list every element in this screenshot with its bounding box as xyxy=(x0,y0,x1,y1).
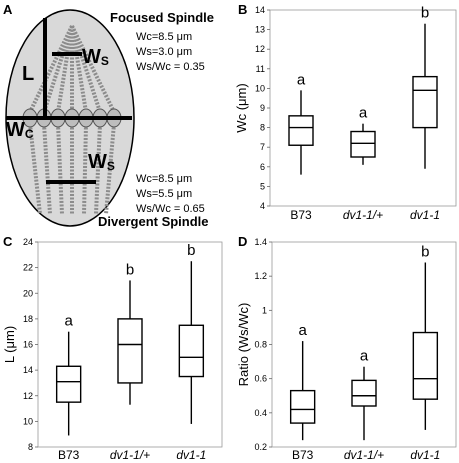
significance-letter: a xyxy=(64,313,73,330)
category-label: dv1-1/+ xyxy=(343,208,383,222)
y-tick-label: 14 xyxy=(23,365,33,375)
divergent-fiber xyxy=(104,123,116,215)
category-label: dv1-1 xyxy=(410,448,440,462)
y-tick-label: 9 xyxy=(260,103,265,113)
y-tick-label: 22 xyxy=(23,263,33,273)
panel-letter-a: A xyxy=(3,2,13,17)
y-tick-label: 0.4 xyxy=(254,408,267,418)
focused-fiber xyxy=(70,25,88,113)
y-tick-label: 11 xyxy=(256,64,265,74)
category-label: dv1-1/+ xyxy=(344,448,384,462)
significance-letter: b xyxy=(187,242,195,259)
y-axis-label: Wc (μm) xyxy=(234,83,249,132)
divergent-note-3: Ws/Wc = 0.65 xyxy=(136,203,205,215)
y-tick-label: 10 xyxy=(23,416,33,426)
box xyxy=(412,331,439,400)
focused-fiber xyxy=(42,25,74,113)
chart-wc-boxplot: B 4 5 6 7 8 9 10 11 12 13 14 Wc (μm) a B73 a dv1-1/+ b dv… xyxy=(234,2,457,222)
y-tick-label: 5 xyxy=(260,181,265,191)
y-tick-label: 4 xyxy=(260,201,265,211)
y-tick-label: 18 xyxy=(23,314,33,324)
box xyxy=(351,379,377,407)
significance-letter: a xyxy=(297,71,306,88)
box xyxy=(350,130,376,158)
focused-note-3: Ws/Wc = 0.35 xyxy=(136,61,205,73)
box xyxy=(412,75,438,129)
chart-ratio-boxplot: D 0.2 0.4 0.6 0.8 1 1.2 1.4 Ratio (Ws/Wc) a B73 a d… xyxy=(236,234,457,462)
box xyxy=(117,318,143,384)
box xyxy=(55,365,82,403)
focused-fiber xyxy=(28,25,74,113)
y-tick-label: 0.2 xyxy=(254,442,267,452)
panel-letter-d: D xyxy=(238,234,247,249)
y-tick-label: 1 xyxy=(262,305,267,315)
significance-letter: b xyxy=(126,261,134,278)
focused-note-2: Ws=3.0 μm xyxy=(136,46,192,58)
panel-letter-c: C xyxy=(3,234,13,249)
divergent-fiber xyxy=(28,123,42,215)
y-tick-label: 1.2 xyxy=(254,271,267,281)
y-tick-label: 12 xyxy=(255,44,265,54)
divergent-fiber xyxy=(82,123,88,215)
focused-note-1: Wc=8.5 μm xyxy=(136,31,192,43)
significance-letter: a xyxy=(298,322,307,339)
y-tick-label: 6 xyxy=(260,162,265,172)
y-tick-label: 24 xyxy=(23,237,33,247)
y-tick-label: 8 xyxy=(28,442,33,452)
y-tick-label: 1.4 xyxy=(254,237,267,247)
divergent-fiber xyxy=(56,123,64,215)
category-label: dv1-1 xyxy=(176,448,206,462)
y-tick-label: 0.6 xyxy=(254,374,267,384)
box xyxy=(289,389,316,424)
significance-letter: b xyxy=(421,5,429,22)
divergent-note-1: Wc=8.5 μm xyxy=(136,173,192,185)
significance-letter: b xyxy=(421,244,429,261)
divergent-fiber xyxy=(42,123,52,215)
y-tick-label: 10 xyxy=(255,83,265,93)
length-label: L xyxy=(22,63,34,85)
y-tick-label: 12 xyxy=(23,391,33,401)
box xyxy=(178,324,205,378)
category-label: B73 xyxy=(58,448,80,462)
spindle-diagram: A L WC WS WS Focused Spindle Wc=8.5 μm W… xyxy=(3,2,214,229)
y-tick-label: 13 xyxy=(255,25,265,35)
divergent-spindle-title: Divergent Spindle xyxy=(98,214,209,229)
focused-fiber xyxy=(70,25,102,113)
y-tick-label: 16 xyxy=(23,340,33,350)
focused-fiber xyxy=(70,25,116,113)
y-tick-label: 20 xyxy=(23,288,33,298)
y-tick-label: 8 xyxy=(260,123,265,133)
y-axis-label: L (μm) xyxy=(2,326,17,363)
y-axis-label: Ratio (Ws/Wc) xyxy=(236,303,251,387)
panel-letter-b: B xyxy=(238,2,247,17)
focused-fiber xyxy=(56,25,74,113)
y-tick-label: 14 xyxy=(255,5,265,15)
box xyxy=(288,115,314,146)
category-label: B73 xyxy=(290,208,312,222)
significance-letter: a xyxy=(360,348,369,365)
focused-spindle-title: Focused Spindle xyxy=(110,10,214,25)
category-label: dv1-1 xyxy=(410,208,440,222)
significance-letter: a xyxy=(359,105,368,122)
y-tick-label: 0.8 xyxy=(254,340,267,350)
divergent-note-2: Ws=5.5 μm xyxy=(136,188,192,200)
y-tick-label: 7 xyxy=(260,142,265,152)
chart-length-boxplot: C 8 10 12 14 16 18 20 22 24 L (μm) a B73 b dv1-1/+ b dv… xyxy=(2,234,223,462)
category-label: dv1-1/+ xyxy=(110,448,150,462)
spindle-fibers xyxy=(28,25,116,215)
category-label: B73 xyxy=(292,448,314,462)
divergent-fiber xyxy=(94,123,102,215)
